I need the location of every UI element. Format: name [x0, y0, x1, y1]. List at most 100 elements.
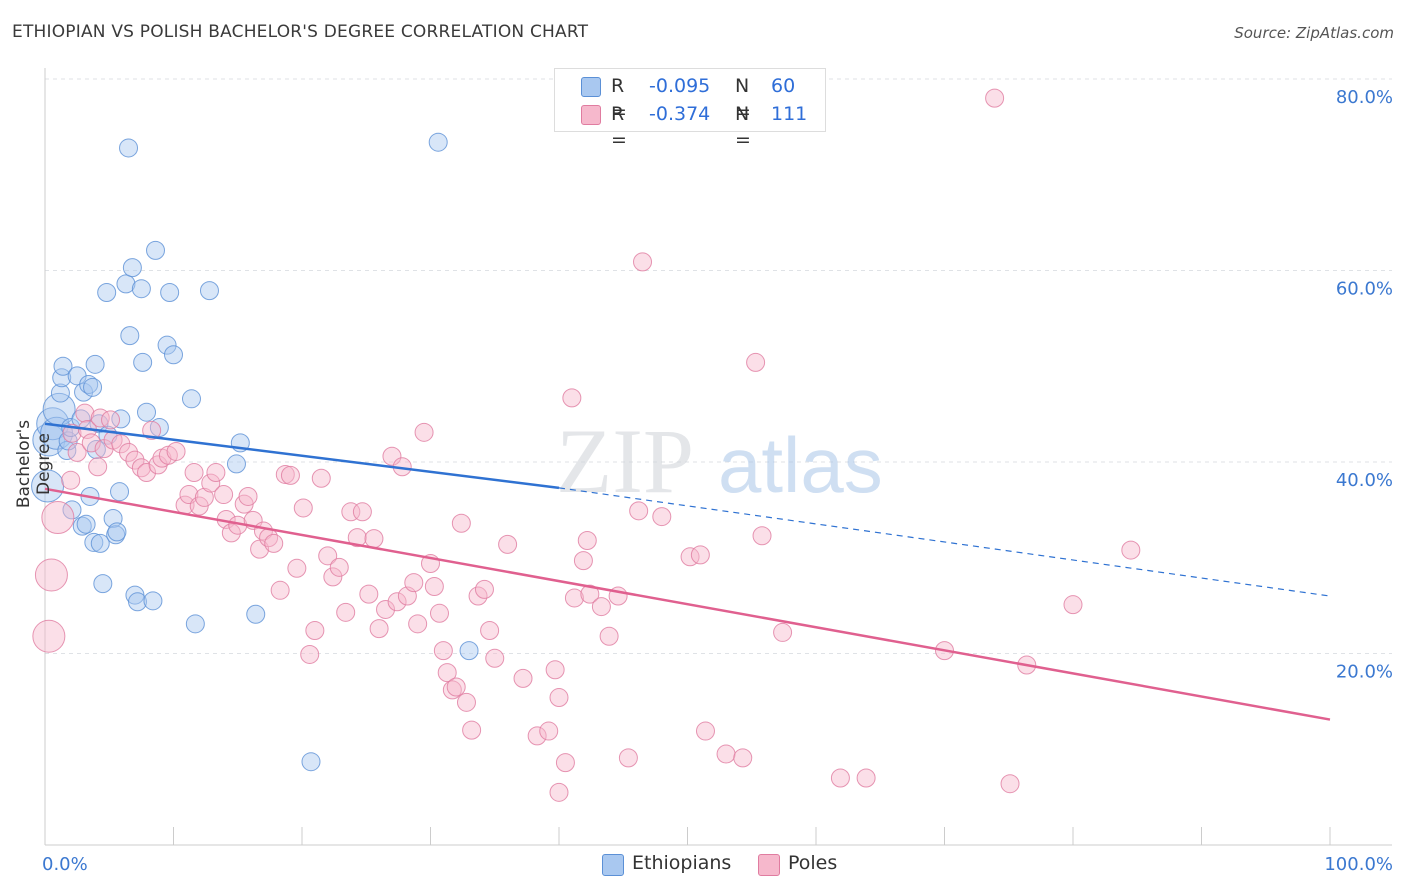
ethiopians-point [111, 409, 131, 429]
poles-point [545, 660, 565, 680]
watermark-zip: ZIP [556, 410, 694, 512]
poles-point [1063, 595, 1083, 615]
ethiopians-point [131, 279, 151, 299]
x-tick-label: 100.0% [1324, 854, 1393, 875]
poles-point [352, 502, 372, 522]
ethiopians-swatch [581, 77, 601, 97]
legend-n-value: 60 [771, 75, 796, 97]
poles-point [293, 498, 313, 518]
poles-point [733, 748, 753, 768]
poles-point [856, 768, 876, 788]
poles-point [137, 463, 157, 483]
poles-point [527, 726, 547, 746]
legend-n-value: 111 [771, 103, 808, 125]
poles-point [591, 597, 611, 617]
poles-point [287, 558, 307, 578]
poles-point [142, 420, 162, 440]
poles-point [830, 768, 850, 788]
poles-point [716, 744, 736, 764]
poles-point [433, 641, 453, 661]
ethiopians-point [97, 283, 117, 303]
ethiopians-point [137, 402, 157, 422]
poles-swatch [581, 105, 601, 125]
poles-point [549, 688, 569, 708]
chart-source: Source: ZipAtlas.com [1234, 24, 1394, 42]
poles-point [67, 442, 87, 462]
ethiopians-point [116, 274, 136, 294]
data-points [31, 88, 1141, 802]
poles-point [437, 663, 457, 683]
poles-point [270, 580, 290, 600]
poles-point [166, 441, 186, 461]
ethiopians-point [164, 345, 183, 365]
poles-point [1000, 774, 1020, 794]
poles-point [336, 602, 356, 622]
poles-point [408, 614, 428, 634]
ethiopians-point [459, 641, 479, 661]
poles-point [369, 619, 389, 639]
poles-point [580, 584, 600, 604]
ethiopians-point [83, 377, 103, 397]
ethiopians-point [90, 533, 110, 553]
poles-point [695, 721, 715, 741]
ethiopians-point [79, 374, 99, 394]
poles-point [451, 513, 471, 533]
ethiopians-point [84, 532, 104, 552]
axes [44, 68, 1392, 846]
poles-point [555, 753, 575, 773]
poles-point [311, 468, 331, 488]
poles-point [773, 622, 793, 642]
ethiopians-point [146, 240, 166, 260]
ethiopians-point [143, 591, 163, 611]
y-tick-label: 20.0% [1336, 662, 1393, 683]
poles-point [347, 528, 367, 548]
poles-point [752, 526, 772, 546]
poles-point [462, 720, 482, 740]
legend-r-value: -0.095 [649, 75, 711, 97]
trend-lines [44, 422, 1331, 721]
poles-point [429, 603, 449, 623]
ethiopians-point [157, 335, 177, 355]
ethiopians-point [110, 482, 130, 502]
poles-point [652, 507, 672, 527]
ethiopians-point [93, 574, 113, 594]
poles-point [690, 545, 710, 565]
ethiopians-point [120, 326, 140, 346]
poles-point [474, 579, 494, 599]
ethiopians-point [226, 454, 246, 474]
poles-point [125, 450, 145, 470]
ethiopians-point [53, 356, 73, 376]
watermark-atlas: atlas [718, 421, 883, 509]
legend-box: R = -0.095 N = 60 R = -0.374 N = 111 [554, 68, 826, 151]
ethiopians-point [301, 752, 321, 772]
poles-point [442, 680, 462, 700]
ethiopians-point [149, 418, 169, 438]
poles-point [206, 463, 226, 483]
poles-point [424, 576, 444, 596]
ethiopians-point [119, 138, 139, 158]
poles-point [382, 446, 402, 466]
ethiopians-trend-extension [558, 487, 1331, 597]
poles-point [318, 546, 338, 566]
poles-point [88, 457, 108, 477]
poles-point [485, 648, 505, 668]
poles-point [446, 677, 466, 697]
poles-point [599, 626, 619, 646]
ethiopians-point [50, 383, 70, 403]
legend-n-label: N = [735, 75, 751, 123]
poles-point [323, 567, 343, 587]
poles-point [264, 533, 284, 553]
ethiopians-point [181, 389, 201, 409]
ethiopians-point [160, 283, 180, 303]
poles-point [633, 252, 653, 272]
tick-labels: 20.0% 40.0% 60.0% 80.0% 0.0% 100.0% [42, 87, 1393, 875]
poles-point [280, 465, 300, 485]
poles-point [618, 748, 638, 768]
watermark: ZIP atlas [556, 410, 883, 512]
ethiopians-point [85, 354, 105, 374]
ethiopians-point [246, 604, 266, 624]
poles-point [498, 534, 518, 554]
poles-point [985, 88, 1005, 108]
poles-point [746, 352, 766, 372]
